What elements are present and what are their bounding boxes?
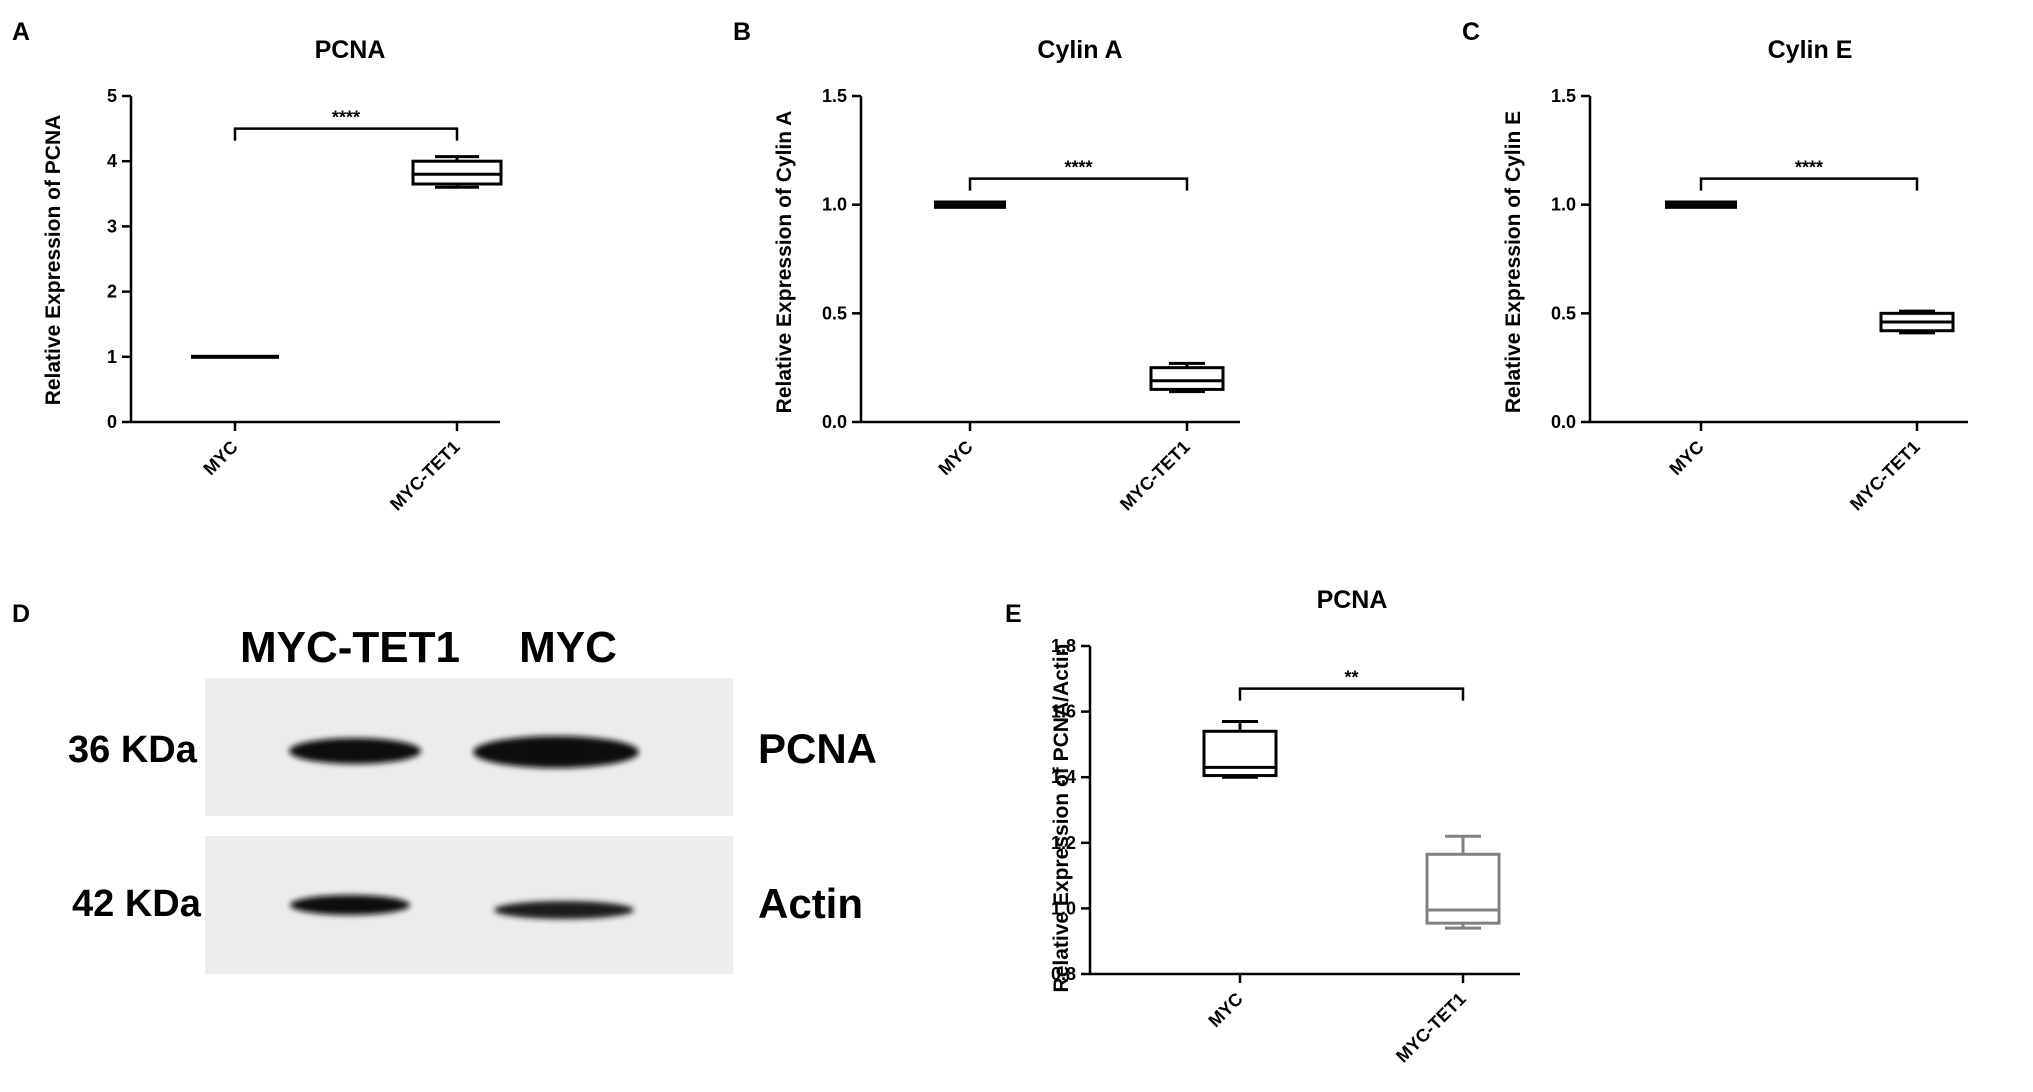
chart-a-pcna: PCNA Relative Expression of PCNA 0 1 2 3 4 5 MYC… <box>42 36 503 515</box>
box-myc-tet1 <box>1425 834 1501 930</box>
blot-strip-actin <box>205 836 733 974</box>
significance-bracket <box>1699 177 1919 191</box>
band-actin-myc <box>494 901 634 919</box>
significance-label: ** <box>1344 668 1358 688</box>
y-tick-label: 4 <box>107 151 117 171</box>
y-tick-label: 1.0 <box>1551 195 1576 215</box>
box-myc-tet1 <box>411 155 503 189</box>
panel-letter-b: B <box>733 18 751 46</box>
panel-letter-d: D <box>12 600 30 628</box>
box-myc <box>1665 200 1737 209</box>
category-label: MYC <box>199 437 241 479</box>
chart-title: Cylin A <box>1037 36 1122 64</box>
band-actin-myc-tet1 <box>290 895 410 915</box>
y-tick-label: 0.5 <box>822 303 847 323</box>
box-iqr <box>1425 852 1501 925</box>
y-tick-label: 1.0 <box>822 195 847 215</box>
y-axis-label: Relative Expression of Cylin E <box>1502 111 1525 413</box>
y-tick-label: 1.6 <box>1051 702 1076 722</box>
significance-label: **** <box>1795 158 1823 178</box>
y-tick-label: 3 <box>107 216 117 236</box>
significance-bracket <box>1238 687 1465 701</box>
y-tick-label: 2 <box>107 282 117 302</box>
box-myc <box>1202 719 1278 779</box>
y-axis-label: Relative Expression of Cylin A <box>773 111 796 414</box>
y-tick-label: 1.2 <box>1051 833 1076 853</box>
y-tick-label: 1.0 <box>1051 898 1076 918</box>
category-label: MYC <box>1204 989 1246 1031</box>
box-myc <box>191 354 279 359</box>
category-label: MYC <box>1665 437 1707 479</box>
y-tick-label: 5 <box>107 86 117 106</box>
y-tick-label: 1.5 <box>822 86 847 106</box>
blot-strip-pcna <box>205 678 733 816</box>
protein-label-actin: Actin <box>758 880 863 927</box>
panel-letter-e: E <box>1005 600 1022 628</box>
western-blot: MYC-TET1 MYC 36 KDa 42 KDa PCNA Actin <box>68 623 877 974</box>
y-tick-label: 1 <box>107 347 117 367</box>
box-collapsed <box>934 200 1006 209</box>
size-label-42kda: 42 KDa <box>72 883 202 925</box>
chart-b-cylin-a: Cylin A Relative Expression of Cylin A 0.0… <box>773 36 1240 514</box>
y-tick-label: 0.0 <box>822 412 847 432</box>
y-tick-label: 0.0 <box>1551 412 1576 432</box>
box-iqr <box>1149 366 1225 391</box>
panel-letter-c: C <box>1462 18 1480 46</box>
protein-label-pcna: PCNA <box>758 725 877 772</box>
chart-c-cylin-e: Cylin E Relative Expression of Cylin E 0.0… <box>1502 36 1968 514</box>
significance-bracket <box>968 177 1189 191</box>
y-axis-label: Relative Expression of PCNA/Actin <box>1050 644 1073 993</box>
band-pcna-myc-tet1 <box>289 738 421 764</box>
y-tick-label: 0 <box>107 412 117 432</box>
chart-title: PCNA <box>1317 586 1388 614</box>
significance-bracket <box>233 127 459 141</box>
category-label: MYC-TET1 <box>1392 989 1470 1067</box>
category-label: MYC-TET1 <box>386 437 464 515</box>
lane-label-myc-tet1: MYC-TET1 <box>240 623 460 672</box>
box-collapsed <box>191 354 279 359</box>
panel-letter-a: A <box>12 18 30 46</box>
significance-label: **** <box>1064 158 1092 178</box>
box-myc <box>934 200 1006 209</box>
chart-title: Cylin E <box>1768 36 1853 64</box>
box-iqr <box>411 159 503 186</box>
band-pcna-myc <box>473 736 639 768</box>
size-label-36kda: 36 KDa <box>68 729 198 771</box>
y-tick-label: 1.8 <box>1051 636 1076 656</box>
y-tick-label: 0.5 <box>1551 303 1576 323</box>
y-tick-label: 1.4 <box>1051 767 1076 787</box>
category-label: MYC-TET1 <box>1116 437 1194 515</box>
box-iqr <box>1202 729 1278 778</box>
chart-title: PCNA <box>315 36 386 64</box>
y-tick-label: 0.8 <box>1051 964 1076 984</box>
lane-label-myc: MYC <box>519 623 617 672</box>
y-axis-label: Relative Expression of PCNA <box>42 115 65 406</box>
box-myc-tet1 <box>1879 309 1955 335</box>
category-label: MYC-TET1 <box>1846 437 1924 515</box>
chart-e-pcna-actin: PCNA Relative Expression of PCNA/Actin0.8… <box>1050 586 1520 1066</box>
significance-label: **** <box>332 108 360 128</box>
box-collapsed <box>1665 200 1737 209</box>
category-label: MYC <box>934 437 976 479</box>
box-myc-tet1 <box>1149 361 1225 394</box>
y-tick-label: 1.5 <box>1551 86 1576 106</box>
